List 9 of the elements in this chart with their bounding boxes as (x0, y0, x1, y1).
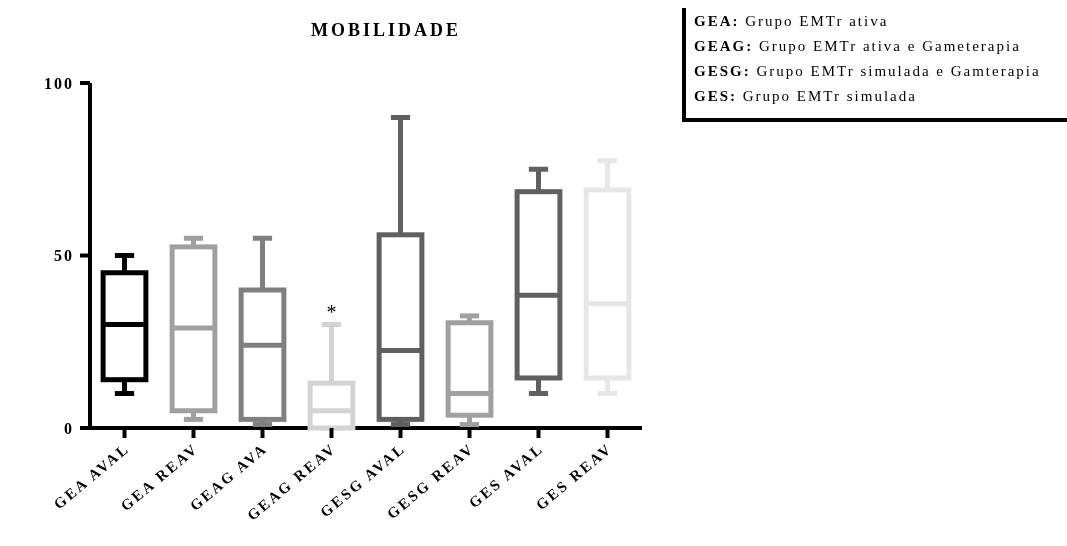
text: GEAG: Grupo EMTr ativa e Gameterapia (694, 38, 1021, 54)
y-tick-label: 50 (54, 247, 74, 265)
y-tick-label: 0 (64, 419, 74, 437)
text: GESG: Grupo EMTr simulada e Gamterapia (694, 63, 1041, 79)
annotation: * (326, 300, 337, 323)
text: GEA: Grupo EMTr ativa (694, 13, 889, 29)
text: GES: Grupo EMTr simulada (694, 88, 917, 104)
chart-title: MOBILIDADE (310, 20, 462, 40)
y-tick-label: 100 (44, 74, 74, 92)
